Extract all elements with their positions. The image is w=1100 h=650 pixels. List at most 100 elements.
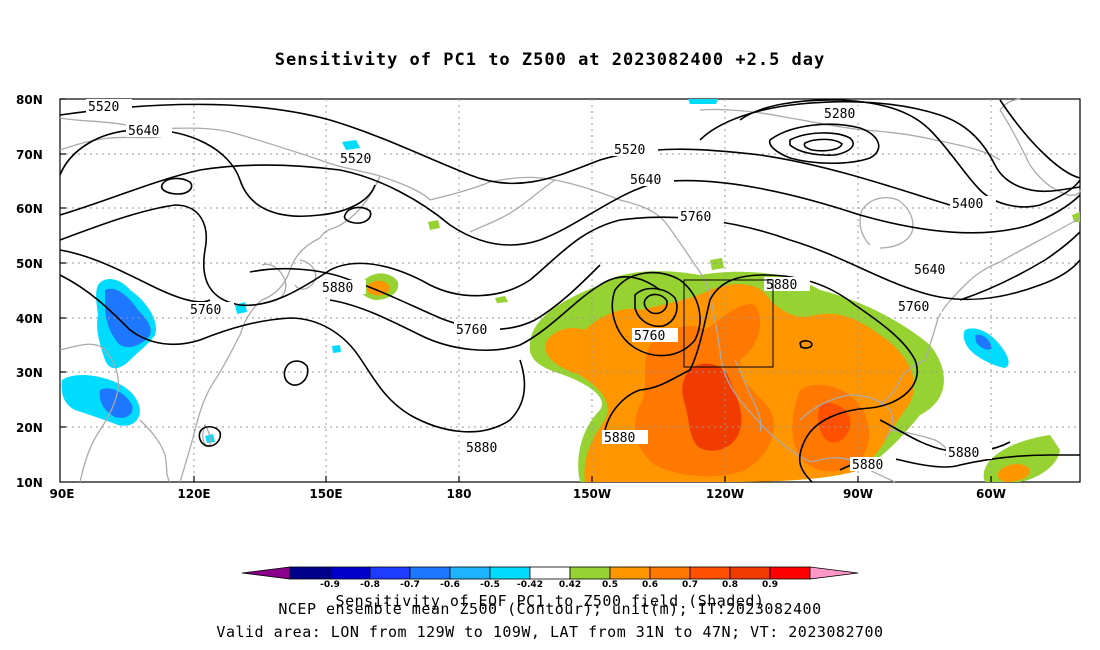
lat-label: 60N [16,202,43,216]
colorbar-label: 0.8 [722,580,738,590]
contour-low-30n [283,360,309,386]
coast-nw-america [664,221,813,463]
contour-label: 5520 [88,100,119,115]
positive-region-small-2 [495,296,508,303]
colorbar-swatch [769,566,811,580]
coast-china [59,343,120,483]
contour-5880-se [879,419,1011,453]
coast-taiwan [202,423,212,447]
contour-label: 5760 [898,300,929,315]
lon-label: 60W [976,487,1006,501]
colorbar-end-left [241,566,291,580]
contour-label: 5760 [456,323,487,338]
colorbar-label: -0.6 [440,580,460,590]
colorbar-swatch [529,566,571,580]
contour-label: 5640 [128,124,159,139]
coast-southeast-asia [139,419,171,483]
colorbar-swatch [569,566,611,580]
negative-region-small-4 [332,345,341,353]
colorbar: -0.9 -0.8 -0.7 -0.6 -0.5 -0.42 0.42 0.5 0.6 0.7 0.… [241,566,859,590]
positive-region-west-core [368,280,390,296]
contour-5880-pacific [59,249,661,351]
colorbar-swatch [649,566,691,580]
contour-5880-main [59,274,526,433]
contour-5760-cutoff-outer [611,271,701,357]
lon-label: 90W [843,487,873,501]
colorbar-label: 0.5 [602,580,618,590]
contour-low-small-east [799,340,813,349]
valid-area-box [683,279,774,368]
contour-labels: 5520 5640 5520 5280 5520 5640 5760 5400 … [86,99,996,473]
colorbar-swatch [729,566,771,580]
contour-5760-cutoff-inner [634,287,678,328]
negative-region-small-1 [342,140,360,150]
contour-low-20n [198,425,222,447]
positive-region-small-3 [710,258,724,270]
contour-5640-line [59,164,1081,246]
contour-5280-low-1 [768,123,880,165]
contour-5880-east [604,274,918,483]
positive-region-strong-2 [682,363,742,451]
colorbar-label: -0.42 [517,580,543,590]
coast-asia-east [179,237,321,483]
negative-region-east-core [975,334,992,350]
contour-label: 5880 [466,441,497,456]
colorbar-swatch [449,566,491,580]
contour-label: 5880 [766,278,797,293]
contour-5760-pacific [249,264,601,331]
contour-5640-west [59,129,376,218]
contour-label: 5880 [322,281,353,296]
colorbar-label: -0.9 [320,580,340,590]
colorbar-swatch [689,566,731,580]
contour-label: 5520 [614,143,645,158]
contour-label: 5760 [680,210,711,225]
colorbar-label: 0.6 [642,580,658,590]
contour-low-65n [343,206,372,224]
contour-5640-ne [999,99,1081,179]
colorbar-swatch [369,566,411,580]
longitude-labels: 90E 120E 150E 180 150W 120W 90W 60W [50,487,1006,501]
contour-low-60n [160,177,193,195]
colorbar-swatch [329,566,371,580]
lat-label: 10N [16,476,43,490]
graticule [60,99,1080,482]
contour-5280-low-2 [789,132,854,156]
lon-label: 120W [706,487,744,501]
coast-hudson-bay [859,197,914,249]
contour-label: 5640 [914,263,945,278]
colorbar-label: 0.42 [559,580,581,590]
lat-label: 30N [16,366,43,380]
colorbar-swatch [289,566,331,580]
lon-label: 90E [50,487,75,501]
contour-label: 5640 [630,173,661,188]
coast-us-east [924,261,1001,361]
positive-region-small-1 [428,220,440,230]
negative-region-small-2 [688,99,718,104]
colorbar-swatch [609,566,651,580]
colorbar-swatch [489,566,531,580]
lon-label: 150E [309,487,342,501]
contour-label: 5760 [634,329,665,344]
map-frame [59,98,1081,483]
latitude-labels: 80N 70N 60N 50N 40N 30N 20N 10N [16,93,43,490]
page-title: Sensitivity of PC1 to Z500 at 2023082400… [274,50,826,70]
lat-label: 50N [16,257,43,271]
colorbar-label: -0.7 [400,580,420,590]
colorbar-label: -0.5 [480,580,500,590]
axis-ticks [60,98,992,482]
positive-region-east-core [997,464,1030,482]
coast-russia-arctic [59,134,171,151]
contour-label: 5880 [852,458,883,473]
coast-greenland [999,98,1081,196]
lat-label: 20N [16,421,43,435]
contour-5520-west [59,103,951,206]
contour-label: 5520 [340,152,371,167]
lon-label: 180 [446,487,471,501]
colorbar-end-right [809,566,859,580]
z500-contours [59,99,1081,483]
contour-5760-cutoff-core [643,293,668,315]
coast-asia-north [59,117,431,201]
footer-line-1: Sensitivity of EOF PC1 to Z500 field (Sh… [335,592,765,610]
contour-label: 5880 [948,446,979,461]
